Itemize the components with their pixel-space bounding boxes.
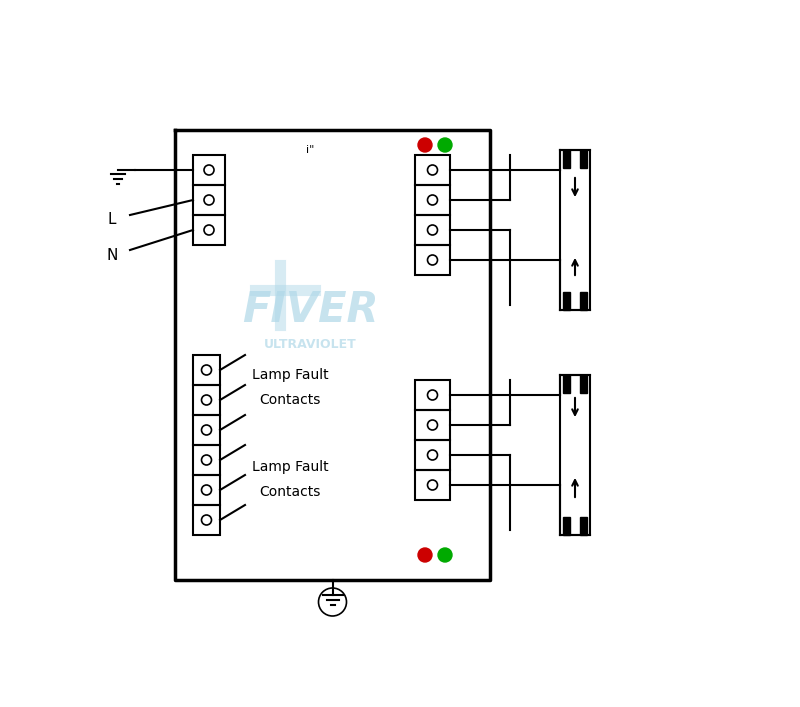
Bar (193, 385, 220, 415)
Bar (415, 440, 450, 470)
Bar (580, 150, 587, 168)
Text: Lamp Fault: Lamp Fault (252, 368, 328, 382)
Text: Contacts: Contacts (259, 393, 321, 407)
Bar (193, 505, 220, 535)
Text: N: N (106, 247, 118, 262)
Bar (563, 150, 570, 168)
Bar (193, 215, 225, 245)
Bar (193, 185, 225, 215)
Bar (193, 445, 220, 475)
Bar (415, 470, 450, 500)
Bar (415, 245, 450, 275)
Text: FIVER: FIVER (242, 289, 378, 331)
Bar (560, 150, 590, 310)
Text: i": i" (306, 145, 314, 155)
Circle shape (438, 548, 452, 562)
Bar (560, 375, 590, 535)
Bar (193, 355, 220, 385)
Bar (563, 375, 570, 393)
Bar (415, 410, 450, 440)
Bar (415, 155, 450, 185)
Circle shape (438, 138, 452, 152)
Bar (563, 517, 570, 535)
Bar (193, 475, 220, 505)
Bar (580, 292, 587, 310)
Bar (193, 155, 225, 185)
Bar (580, 375, 587, 393)
Text: L: L (108, 213, 116, 228)
Bar (193, 415, 220, 445)
Bar (580, 517, 587, 535)
Text: Contacts: Contacts (259, 485, 321, 499)
Bar (415, 215, 450, 245)
Text: Lamp Fault: Lamp Fault (252, 460, 328, 474)
Bar (415, 185, 450, 215)
Text: ULTRAVIOLET: ULTRAVIOLET (264, 339, 356, 351)
Bar (563, 292, 570, 310)
Bar (415, 380, 450, 410)
Circle shape (418, 548, 432, 562)
Circle shape (418, 138, 432, 152)
